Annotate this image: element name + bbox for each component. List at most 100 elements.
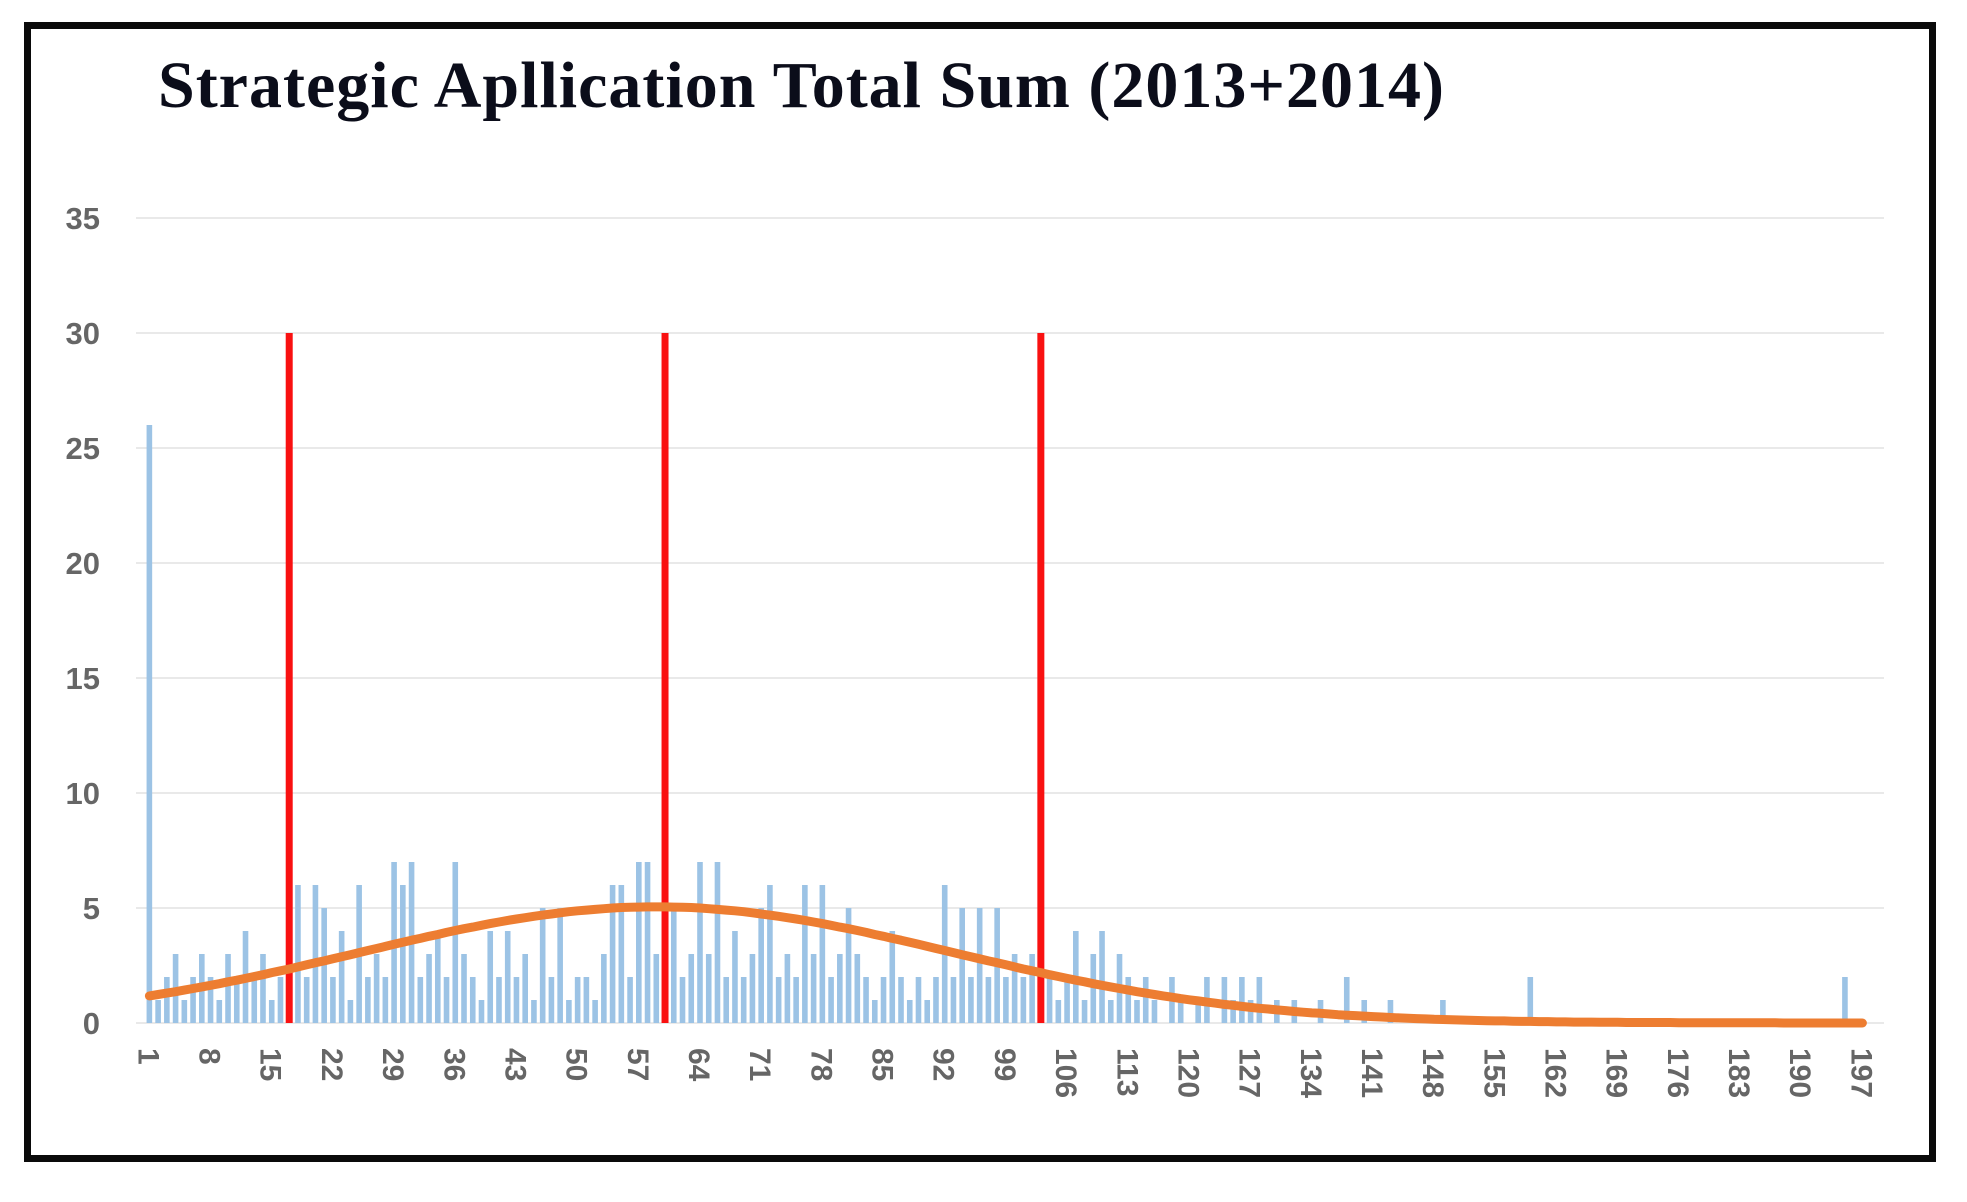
histogram-bar <box>1055 1000 1062 1023</box>
x-axis-tick-label: 141 <box>1355 1048 1388 1098</box>
histogram-bar <box>871 1000 878 1023</box>
histogram-bar <box>915 977 922 1023</box>
histogram-bar <box>1029 954 1035 1023</box>
histogram-bar <box>531 1000 537 1023</box>
histogram-bar <box>400 885 406 1023</box>
histogram-bar <box>1195 1000 1201 1023</box>
histogram-bar <box>889 931 896 1023</box>
histogram-bar <box>146 425 153 1023</box>
histogram-bar <box>164 977 170 1023</box>
y-axis-tick-label: 0 <box>83 1006 100 1041</box>
histogram-bar <box>644 862 651 1023</box>
histogram-bar <box>810 954 817 1023</box>
histogram-bar <box>382 977 389 1023</box>
histogram-bar <box>566 1000 572 1023</box>
histogram-bar <box>985 977 992 1023</box>
x-axis-tick-label: 64 <box>682 1048 715 1082</box>
histogram-bar <box>469 977 476 1023</box>
x-axis-tick-label: 127 <box>1233 1048 1266 1098</box>
x-axis-tick-label: 106 <box>1049 1048 1082 1098</box>
histogram-bar <box>330 977 336 1023</box>
histogram-bar <box>426 954 432 1023</box>
x-axis-tick-label: 8 <box>193 1048 226 1065</box>
x-axis-tick-label: 155 <box>1477 1048 1510 1098</box>
histogram-bar <box>373 954 380 1023</box>
histogram-bar <box>670 908 677 1023</box>
histogram-bar <box>496 977 502 1023</box>
x-axis-tick-label: 57 <box>621 1048 654 1081</box>
histogram-bar <box>1125 977 1132 1023</box>
histogram-bar <box>190 977 196 1023</box>
x-axis-tick-label: 162 <box>1539 1048 1572 1098</box>
histogram-bar <box>653 954 660 1023</box>
histogram-bar <box>251 977 258 1023</box>
histogram-bar <box>601 954 607 1023</box>
histogram-bar <box>1142 977 1149 1023</box>
histogram-bar <box>1003 977 1009 1023</box>
y-axis-tick-label: 20 <box>66 546 100 581</box>
y-axis-tick-label: 5 <box>83 891 100 926</box>
histogram-bar <box>1440 1000 1446 1023</box>
chart-title: Strategic Apllication Total Sum (2013+20… <box>158 49 1445 122</box>
histogram-bar <box>1064 977 1070 1023</box>
histogram-bar <box>950 977 957 1023</box>
x-axis-tick-label: 99 <box>988 1048 1021 1081</box>
histogram-bar <box>968 977 974 1023</box>
histogram-bar <box>592 1000 598 1023</box>
histogram-bar <box>697 862 703 1023</box>
histogram-bar <box>583 977 590 1023</box>
histogram-bar <box>225 954 231 1023</box>
histogram-bar <box>365 977 371 1023</box>
histogram-bar <box>522 954 528 1023</box>
histogram-bar <box>268 1000 275 1023</box>
histogram-bar <box>837 954 843 1023</box>
histogram-bar <box>312 885 319 1023</box>
histogram-bar <box>723 977 730 1023</box>
histogram-bar <box>705 954 712 1023</box>
histogram-bar <box>933 977 939 1023</box>
y-axis-tick-label: 35 <box>66 201 100 236</box>
histogram-bar <box>618 885 625 1023</box>
y-axis-tick-label: 15 <box>66 661 100 696</box>
x-axis-tick-label: 169 <box>1600 1048 1633 1098</box>
histogram-bar <box>478 1000 485 1023</box>
histogram-bar <box>574 977 581 1023</box>
histogram-bar <box>347 1000 354 1023</box>
y-axis-tick-label: 30 <box>66 316 100 351</box>
histogram-bar <box>207 977 214 1023</box>
histogram-bar <box>1107 1000 1114 1023</box>
x-axis-tick-label: 85 <box>866 1048 899 1081</box>
x-axis-tick-label: 29 <box>376 1048 409 1081</box>
histogram-bar <box>976 908 983 1023</box>
histogram-bar <box>513 977 520 1023</box>
histogram-bar <box>732 931 738 1023</box>
histogram-bar <box>216 1000 223 1023</box>
histogram-bar <box>557 908 563 1023</box>
x-axis-tick-label: 92 <box>927 1048 960 1081</box>
normal-curve-line <box>144 902 1867 1028</box>
histogram-bar <box>784 954 791 1023</box>
histogram-bar <box>1343 977 1350 1023</box>
histogram-bar <box>767 885 773 1023</box>
histogram-bar <box>1090 954 1097 1023</box>
x-axis-tick-label: 190 <box>1783 1048 1816 1098</box>
x-axis-tick-label: 134 <box>1294 1048 1327 1098</box>
histogram-bar <box>627 977 633 1023</box>
y-axis-tick-label: 25 <box>66 431 100 466</box>
histogram-bar <box>155 1000 161 1023</box>
histogram-bar <box>758 908 764 1023</box>
histogram-bar <box>863 977 869 1023</box>
x-axis-tick-label: 1 <box>131 1048 164 1065</box>
histogram-bar <box>775 977 782 1023</box>
histogram-bar <box>1256 977 1263 1023</box>
histogram-bar <box>679 977 686 1023</box>
histogram-bar <box>321 908 327 1023</box>
x-axis-tick-label: 71 <box>743 1048 776 1081</box>
histogram-bar <box>504 931 511 1023</box>
histogram-bar <box>1239 977 1245 1023</box>
x-axis-tick-label: 176 <box>1661 1048 1694 1098</box>
histogram-bar <box>714 862 721 1023</box>
histogram-bar <box>845 908 852 1023</box>
histogram-bar <box>181 1000 188 1023</box>
